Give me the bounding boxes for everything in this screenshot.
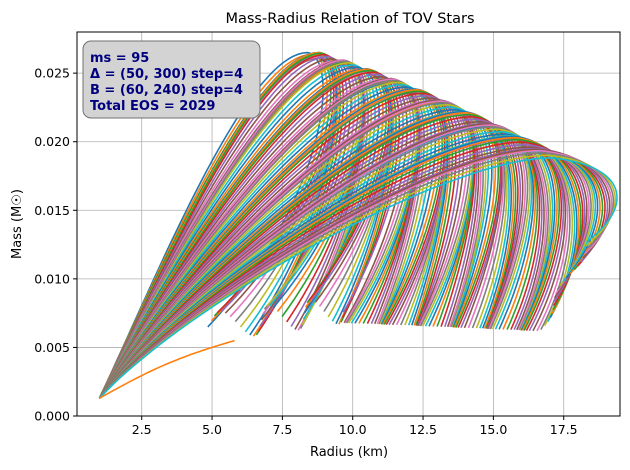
x-tick-label: 5.0 — [202, 422, 222, 437]
x-tick-label: 12.5 — [409, 422, 437, 437]
eos-curve — [98, 113, 517, 399]
annotation-background — [82, 40, 261, 119]
eos-curve — [98, 79, 425, 399]
eos-curve — [98, 143, 586, 399]
eos-curve — [98, 90, 454, 399]
eos-curve — [98, 60, 369, 399]
eos-curve — [98, 66, 380, 399]
eos-curve — [98, 101, 484, 399]
eos-curve — [98, 133, 556, 399]
parameter-annotation: ms = 95 Δ = (50, 300) step=4 B = (60, 24… — [82, 40, 261, 119]
y-tick-label: 0.000 — [34, 409, 70, 424]
eos-curve — [98, 83, 433, 399]
eos-curve — [98, 73, 404, 399]
chart-title: Mass-Radius Relation of TOV Stars — [225, 11, 474, 27]
eos-curve — [98, 108, 493, 399]
eos-curve — [98, 106, 490, 399]
x-tick-label: 17.5 — [550, 422, 578, 437]
eos-curve — [98, 118, 522, 399]
x-tick-label: 7.5 — [272, 422, 292, 437]
y-tick-label: 0.010 — [34, 271, 70, 286]
eos-curve — [98, 152, 615, 399]
eos-curve — [98, 75, 408, 399]
plot-frame — [76, 31, 621, 417]
eos-curve — [98, 81, 429, 399]
x-tick-label: 10.0 — [339, 422, 367, 437]
eos-curve — [98, 89, 451, 399]
y-tick-label: 0.005 — [34, 340, 70, 355]
annotation-line: ms = 95 — [90, 51, 149, 66]
eos-curve — [98, 124, 547, 399]
eos-curve — [98, 64, 376, 399]
y-tick-label: 0.015 — [34, 203, 70, 218]
eos-curve — [99, 339, 235, 399]
eos-curve — [98, 112, 515, 399]
eos-curve — [98, 149, 613, 399]
ticks: 2.5 5.0 7.5 10.0 12.5 15.0 17.5 0.000 0.005 0.010… — [34, 66, 577, 437]
eos-curve — [98, 141, 584, 399]
y-tick-label: 0.025 — [34, 66, 70, 81]
eos-curve — [98, 86, 437, 399]
eos-curve — [98, 138, 582, 399]
eos-curve — [98, 146, 588, 399]
eos-curve — [98, 92, 457, 399]
y-tick-label: 0.020 — [34, 134, 70, 149]
eos-curve — [98, 94, 461, 399]
eos-curve — [98, 100, 482, 399]
eos-curve — [98, 69, 397, 399]
eos-curve — [98, 157, 618, 399]
x-tick-label: 15.0 — [479, 422, 507, 437]
eos-curve — [98, 128, 552, 399]
eos-curve — [98, 154, 616, 399]
eos-curve — [98, 116, 519, 399]
x-axis-label: Radius (km) — [310, 445, 388, 460]
curves — [98, 51, 618, 399]
eos-curve — [98, 131, 554, 399]
eos-curve — [98, 126, 550, 399]
annotation-line: Total EOS = 2029 — [90, 99, 215, 114]
annotation-line: Δ = (50, 300) step=4 — [90, 67, 243, 82]
eos-curve — [98, 97, 465, 399]
x-tick-label: 2.5 — [132, 422, 152, 437]
annotation-line: B = (60, 240) step=4 — [90, 83, 243, 98]
eos-curve — [98, 136, 580, 399]
eos-curve — [98, 71, 401, 399]
eos-curve — [98, 121, 524, 399]
eos-curve — [98, 104, 487, 399]
y-axis-label: Mass (M☉) — [10, 189, 25, 259]
